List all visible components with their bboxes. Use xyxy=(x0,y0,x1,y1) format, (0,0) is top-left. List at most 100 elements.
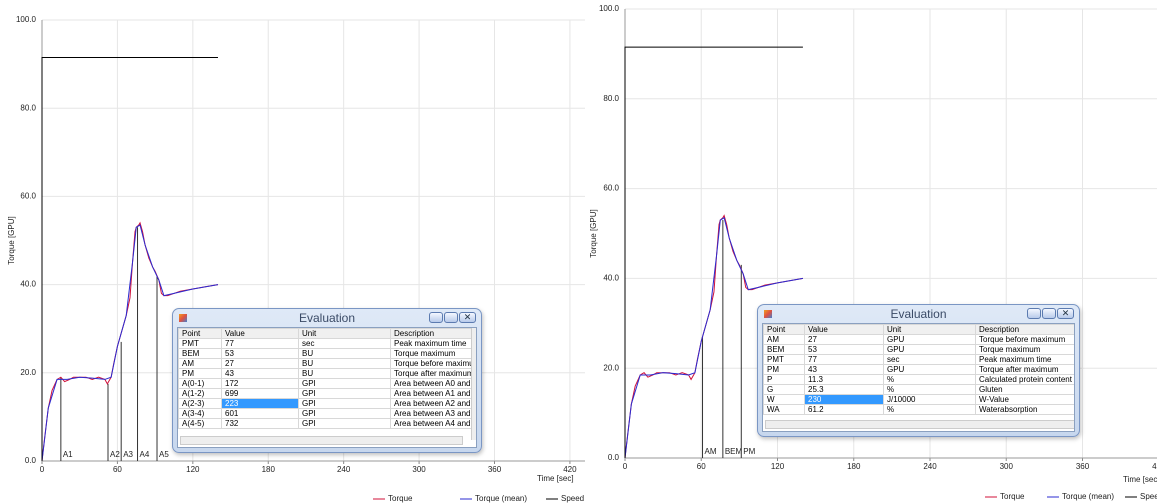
legend-label: Speed xyxy=(561,494,584,503)
table-row[interactable]: WA 61.2% Waterabsorption xyxy=(763,404,1074,415)
table-cell: Torque before maximum xyxy=(975,334,1074,345)
table-cell: % xyxy=(883,384,976,395)
marker-label: A4 xyxy=(140,450,150,459)
y-axis-label: Torque [GPU] xyxy=(7,216,16,264)
x-tick-label: 180 xyxy=(262,465,276,474)
table-cell: A(4-5) xyxy=(178,418,222,429)
table-cell: Area between A2 and A3 xyxy=(390,398,476,409)
table-cell: A(2-3) xyxy=(178,398,222,409)
table-cell: Gluten xyxy=(975,384,1074,395)
y-tick-label: 60.0 xyxy=(20,192,36,201)
y-tick-label: 100.0 xyxy=(599,4,620,13)
table-row[interactable]: PMT 77 sec Peak maximum time xyxy=(178,338,476,349)
table-cell: Torque before maximum xyxy=(390,358,476,369)
table-cell: GPI xyxy=(298,388,391,399)
dialog-body: Point Value Unit Description PMT 77 sec Peak ma… xyxy=(177,327,477,448)
column-header: Point xyxy=(763,324,805,335)
legend-label: Torque xyxy=(1000,492,1025,501)
marker-label: A3 xyxy=(123,450,133,459)
y-tick-label: 20.0 xyxy=(603,363,619,372)
table-row[interactable]: BEM 53 GPU Torque maximum xyxy=(763,344,1074,355)
minimize-button[interactable] xyxy=(429,312,443,323)
marker-label: A1 xyxy=(63,450,73,459)
table-row[interactable]: G 25.3% Gluten xyxy=(763,384,1074,395)
header-row: Point Value Unit Description xyxy=(178,328,476,339)
table-cell: 77 xyxy=(221,338,299,349)
x-tick-label: 420 xyxy=(563,465,577,474)
dialog-icon xyxy=(764,310,772,318)
table-row[interactable]: PMT 77 sec Peak maximum time xyxy=(763,354,1074,365)
minimize-button[interactable] xyxy=(1027,308,1041,319)
table-cell: GPI xyxy=(298,418,391,429)
table-cell: A(1-2) xyxy=(178,388,222,399)
table-cell: WA xyxy=(763,404,805,415)
table-cell: BU xyxy=(298,358,391,369)
table-cell: 172 xyxy=(221,378,299,389)
marker-label: A5 xyxy=(159,450,169,459)
table-row[interactable]: PM 43 BU Torque after maximum xyxy=(178,368,476,379)
x-tick-label: 240 xyxy=(337,465,351,474)
dialog-title: Evaluation xyxy=(890,307,947,321)
table-cell: Waterabsorption xyxy=(975,404,1074,415)
evaluation-table: Point Value Unit Description PMT 77 sec Peak ma… xyxy=(178,328,476,429)
y-tick-label: 80.0 xyxy=(603,94,619,103)
x-tick-label: 240 xyxy=(923,462,937,471)
table-cell: Peak maximum time xyxy=(975,354,1074,365)
table-cell: sec xyxy=(883,354,976,365)
evaluation-table: Point Value Unit Description AM 27 GPU Torque b… xyxy=(763,324,1074,415)
dialog-icon xyxy=(179,314,187,322)
table-cell: BEM xyxy=(178,348,222,359)
table-cell: 25.3 xyxy=(804,384,884,395)
vertical-scrollbar[interactable] xyxy=(471,328,476,440)
table-cell: A(3-4) xyxy=(178,408,222,419)
table-cell: P xyxy=(763,374,805,385)
table-cell: BU xyxy=(298,368,391,379)
table-cell: 53 xyxy=(804,344,884,355)
table-row[interactable]: AM 27 GPU Torque before maximum xyxy=(763,334,1074,345)
header-row: Point Value Unit Description xyxy=(763,324,1074,335)
close-button[interactable]: ✕ xyxy=(459,312,476,323)
legend-label: Torque xyxy=(388,494,413,503)
horizontal-scrollbar[interactable] xyxy=(180,436,463,445)
table-cell: sec xyxy=(298,338,391,349)
evaluation-dialog: Evaluation ✕ Point Value Unit Description AM 27… xyxy=(757,304,1080,437)
table-cell: 27 xyxy=(804,334,884,345)
table-cell: Area between A3 and A4 xyxy=(390,408,476,419)
horizontal-scrollbar[interactable] xyxy=(765,420,1074,429)
close-button[interactable]: ✕ xyxy=(1057,308,1074,319)
table-row[interactable]: A(4-5) 732 GPI Area between A4 and A5 xyxy=(178,418,476,429)
table-cell: Calculated protein content xyxy=(975,374,1074,385)
table-row[interactable]: A(3-4) 601 GPI Area between A3 and A4 xyxy=(178,408,476,419)
table-cell: G xyxy=(763,384,805,395)
x-tick-label: 360 xyxy=(488,465,502,474)
table-cell: BU xyxy=(298,348,391,359)
table-cell: 601 xyxy=(221,408,299,419)
table-row[interactable]: BEM 53 BU Torque maximum xyxy=(178,348,476,359)
table-cell: PMT xyxy=(178,338,222,349)
table-row[interactable]: W 230 J/10000 W-Value xyxy=(763,394,1074,405)
maximize-button[interactable] xyxy=(1042,308,1056,319)
maximize-button[interactable] xyxy=(444,312,458,323)
window-buttons: ✕ xyxy=(429,312,476,323)
table-row[interactable]: A(1-2) 699 GPI Area between A1 and A2 xyxy=(178,388,476,399)
legend-label: Torque (mean) xyxy=(1062,492,1114,501)
table-row[interactable]: PM 43 GPU Torque after maximum xyxy=(763,364,1074,375)
x-tick-label: 300 xyxy=(1000,462,1014,471)
table-cell: 699 xyxy=(221,388,299,399)
x-tick-label: 0 xyxy=(623,462,628,471)
x-tick-label: 0 xyxy=(40,465,45,474)
table-cell: % xyxy=(883,374,976,385)
column-header: Description xyxy=(390,328,476,339)
table-row[interactable]: P 11.3% Calculated protein content xyxy=(763,374,1074,385)
dialog-body: Point Value Unit Description AM 27 GPU Torque b… xyxy=(762,323,1075,432)
table-row[interactable]: A(0-1) 172 GPI Area between A0 and A1 xyxy=(178,378,476,389)
table-row[interactable]: A(2-3) 223 GPI Area between A2 and A3 xyxy=(178,398,476,409)
table-cell: A(0-1) xyxy=(178,378,222,389)
table-row[interactable]: AM 27 BU Torque before maximum xyxy=(178,358,476,369)
x-tick-label: 300 xyxy=(412,465,426,474)
table-cell: Torque maximum xyxy=(975,344,1074,355)
x-tick-label: 180 xyxy=(847,462,861,471)
